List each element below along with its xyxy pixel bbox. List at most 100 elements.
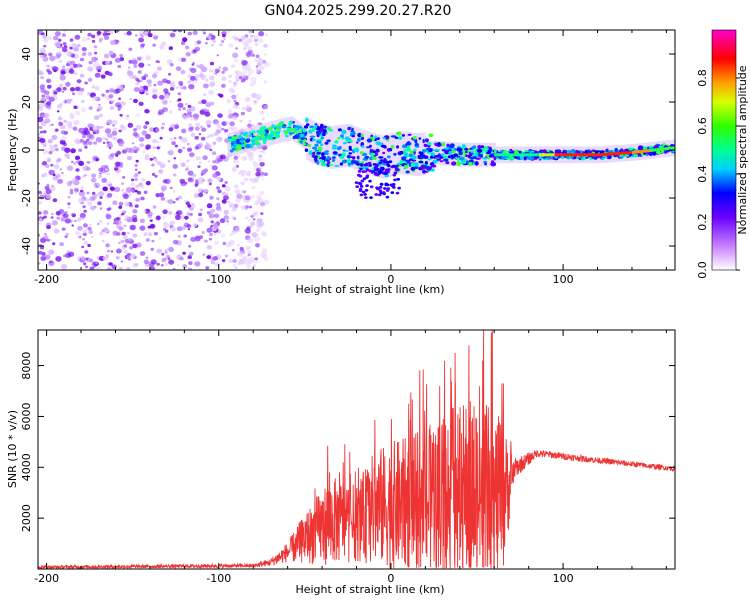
spectrogram-noise-cell xyxy=(73,53,80,59)
spectrogram-signal-cell xyxy=(385,183,390,187)
spectrogram-noise-cell xyxy=(187,31,192,36)
spectrogram-noise-cell xyxy=(162,216,166,219)
spectrogram-core-cell xyxy=(544,153,547,157)
spectrogram-halo xyxy=(378,134,381,178)
spectrogram-noise-cell xyxy=(50,123,54,127)
spectrogram-noise-cell xyxy=(46,96,50,99)
spectrogram-noise-cell xyxy=(87,51,93,56)
spectrogram-noise-cell xyxy=(80,107,87,113)
spectrogram-noise-cell xyxy=(232,259,237,263)
spectrogram-signal-cell xyxy=(348,152,353,155)
spectrogram-noise-cell xyxy=(181,137,188,143)
spectrogram-noise-cell xyxy=(232,103,239,109)
spectrogram-signal-cell xyxy=(422,169,426,174)
spectrogram-noise-cell xyxy=(111,100,115,104)
spectrogram-noise-cell xyxy=(82,223,88,228)
spectrogram-noise-cell xyxy=(256,220,261,225)
spectrogram-noise-cell xyxy=(81,245,85,249)
spectrogram-noise-cell xyxy=(74,138,81,144)
spectrogram-signal-cell xyxy=(501,156,506,160)
spectrogram-noise-cell xyxy=(201,231,205,234)
spectrogram-noise-cell xyxy=(79,212,86,219)
spectrogram-noise-cell xyxy=(115,102,121,108)
spectrogram-noise-cell xyxy=(62,42,67,46)
spectrogram-noise-cell xyxy=(102,186,108,192)
spectrogram-noise-cell xyxy=(252,162,259,167)
spectrogram-signal-cell xyxy=(363,163,368,167)
spectrogram-noise-cell xyxy=(194,261,201,267)
spectrogram-noise-cell xyxy=(128,47,133,51)
spectrogram-noise-cell xyxy=(252,264,256,268)
spectrogram-noise-cell xyxy=(71,160,74,163)
spectrogram-noise-cell xyxy=(146,79,152,84)
spectrogram-noise-cell xyxy=(219,43,223,47)
spectrogram-noise-cell xyxy=(46,238,50,242)
spectrogram-signal-cell xyxy=(455,161,462,166)
spectrogram-signal-cell xyxy=(462,144,466,148)
spectrogram-noise-cell xyxy=(41,32,45,36)
spectrogram-signal-cell xyxy=(304,148,309,152)
spectrogram-signal-cell xyxy=(411,155,417,160)
spectrogram-noise-cell xyxy=(122,176,126,179)
spectrogram-noise-cell xyxy=(168,110,173,114)
spectrogram-signal-cell xyxy=(359,167,363,171)
spectrogram-noise-cell xyxy=(262,232,268,237)
spectrogram-signal-cell xyxy=(312,127,316,131)
spectrogram-signal-cell xyxy=(393,152,397,156)
spectrogram-signal-cell xyxy=(414,165,419,169)
spectrogram-signal-cell xyxy=(505,157,511,160)
spectrogram-noise-cell xyxy=(105,214,112,220)
colorbar: 0.00.20.40.60.8 Normalized spectral ampl… xyxy=(696,29,749,279)
spectrogram-noise-cell xyxy=(205,120,212,126)
spectrogram-noise-cell xyxy=(164,94,170,99)
spectrogram-noise-cell xyxy=(254,58,258,62)
spectrogram-core-cell xyxy=(537,153,540,157)
spectrogram-noise-cell xyxy=(250,77,257,83)
spectrogram-noise-cell xyxy=(160,197,166,201)
spectrogram-noise-cell xyxy=(107,249,110,253)
spectrogram-core-cell xyxy=(661,147,664,151)
spectrogram-noise-cell xyxy=(51,134,58,141)
spectrogram-signal-cell xyxy=(270,130,275,135)
spectrogram-noise-cell xyxy=(98,113,103,118)
spectrogram-signal-cell xyxy=(377,193,382,197)
spectrogram-noise-cell xyxy=(202,155,208,161)
spectrogram-noise-cell xyxy=(166,254,170,258)
spectrogram-noise-cell xyxy=(120,125,127,131)
spectrogram-noise-cell xyxy=(77,225,83,231)
spectrogram-signal-cell xyxy=(357,170,362,173)
spectrogram-signal-cell xyxy=(462,154,466,157)
spectrogram-core-cell xyxy=(609,152,612,156)
spectrogram-noise-cell xyxy=(206,211,211,215)
spectrogram-noise-cell xyxy=(84,81,88,85)
spectrogram-halo xyxy=(326,124,329,168)
spectrogram-noise-cell xyxy=(85,198,90,202)
spectrogram-signal-cell xyxy=(252,130,256,134)
spectrogram-signal-cell xyxy=(396,177,401,181)
spectrogram-noise-cell xyxy=(86,166,91,171)
spectrogram-noise-cell xyxy=(48,144,54,149)
spectrogram-signal-cell xyxy=(312,146,318,150)
spectrogram-noise-cell xyxy=(115,256,120,260)
spectrogram-noise-cell xyxy=(160,164,165,169)
spectrogram-noise-cell xyxy=(254,257,258,261)
spectrogram-noise-cell xyxy=(80,87,85,92)
spectrogram-noise-cell xyxy=(224,122,228,125)
spectrogram-core-cell xyxy=(616,152,619,155)
spectrogram-signal-cell xyxy=(355,161,360,164)
spectrogram-noise-cell xyxy=(67,206,71,209)
spectrogram-noise-cell xyxy=(73,119,80,126)
spectrogram-signal-cell xyxy=(409,150,414,154)
spectrogram-noise-cell xyxy=(188,84,195,90)
spectrogram-noise-cell xyxy=(118,267,123,270)
spectrogram-noise-cell xyxy=(56,216,60,220)
spectrogram-noise-cell xyxy=(88,60,93,65)
spectrogram-signal-cell xyxy=(336,146,341,151)
spectrogram-noise-cell xyxy=(101,177,107,183)
spectrogram-halo xyxy=(316,122,319,166)
spectrogram-signal-cell xyxy=(364,188,369,192)
spectrogram-halo xyxy=(359,128,362,172)
spectrogram-noise-cell xyxy=(185,166,190,170)
spectrogram-noise-cell xyxy=(191,203,195,206)
spectrogram-noise-cell xyxy=(39,218,42,221)
